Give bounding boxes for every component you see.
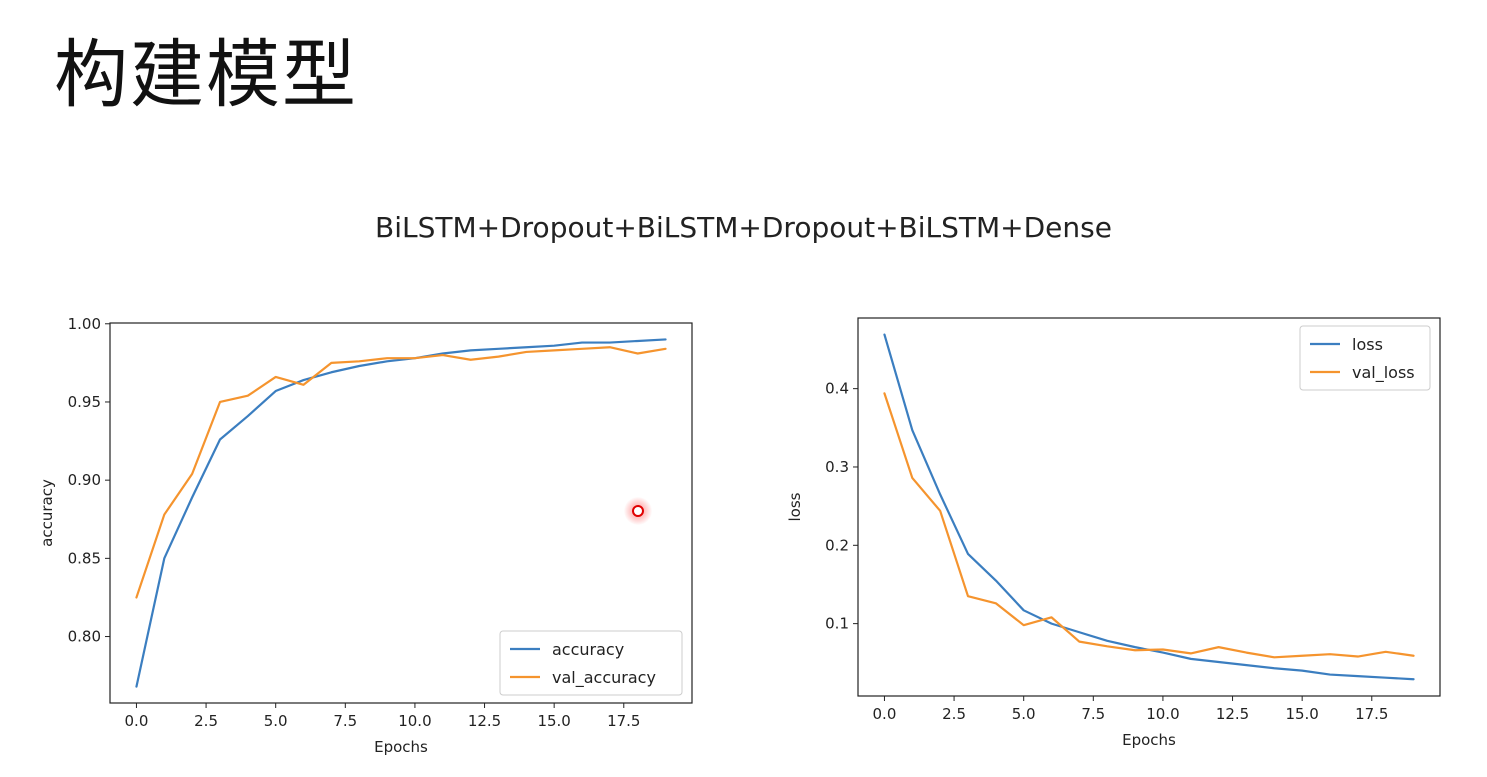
x-tick-label: 0.0 — [873, 705, 897, 723]
y-tick-label: 0.90 — [68, 471, 101, 489]
y-tick-label: 0.4 — [825, 380, 849, 398]
y-tick-label: 0.3 — [825, 458, 849, 476]
x-tick-label: 17.5 — [1355, 705, 1388, 723]
y-tick-label: 0.2 — [825, 536, 849, 554]
y-tick-label: 0.85 — [68, 549, 101, 567]
legend-label: accuracy — [552, 640, 624, 659]
legend: accuracy val_accuracy — [499, 630, 683, 696]
legend-label: val_accuracy — [552, 668, 656, 688]
y-tick-label: 1.00 — [68, 315, 101, 333]
x-tick-label: 15.0 — [537, 712, 570, 730]
x-tick-label: 10.0 — [1146, 705, 1179, 723]
y-tick-label: 0.1 — [825, 615, 849, 633]
x-tick-label: 10.0 — [398, 712, 431, 730]
slide-subtitle: BiLSTM+Dropout+BiLSTM+Dropout+BiLSTM+Den… — [375, 211, 1112, 244]
x-tick-label: 15.0 — [1285, 705, 1318, 723]
x-tick-label: 5.0 — [264, 712, 288, 730]
x-axis-label: Epochs — [1122, 731, 1176, 749]
legend-label: loss — [1352, 335, 1383, 354]
legend-box — [1299, 325, 1431, 391]
x-tick-label: 17.5 — [607, 712, 640, 730]
x-tick-label: 2.5 — [942, 705, 966, 723]
x-tick-label: 2.5 — [194, 712, 218, 730]
slide-title: 构建模型 — [54, 32, 358, 118]
x-tick-label: 5.0 — [1012, 705, 1036, 723]
plot-frame — [109, 322, 693, 704]
x-tick-label: 0.0 — [125, 712, 149, 730]
legend-label: val_loss — [1352, 363, 1415, 383]
series-line-val-accuracy — [135, 346, 667, 599]
cursor-indicator — [624, 497, 652, 525]
y-tick-label: 0.80 — [68, 628, 101, 646]
x-tick-label: 7.5 — [333, 712, 357, 730]
plot-frame — [857, 317, 1441, 697]
y-tick-label: 0.95 — [68, 393, 101, 411]
series-line-accuracy — [135, 338, 667, 688]
x-tick-label: 7.5 — [1081, 705, 1105, 723]
x-axis-label: Epochs — [374, 738, 428, 756]
series-line-val-loss — [883, 392, 1415, 659]
x-tick-label: 12.5 — [468, 712, 501, 730]
legend: loss val_loss — [1299, 325, 1431, 391]
legend-box — [499, 630, 683, 696]
y-axis-label: accuracy — [38, 479, 56, 547]
y-axis-label: loss — [786, 492, 804, 521]
x-tick-label: 12.5 — [1216, 705, 1249, 723]
